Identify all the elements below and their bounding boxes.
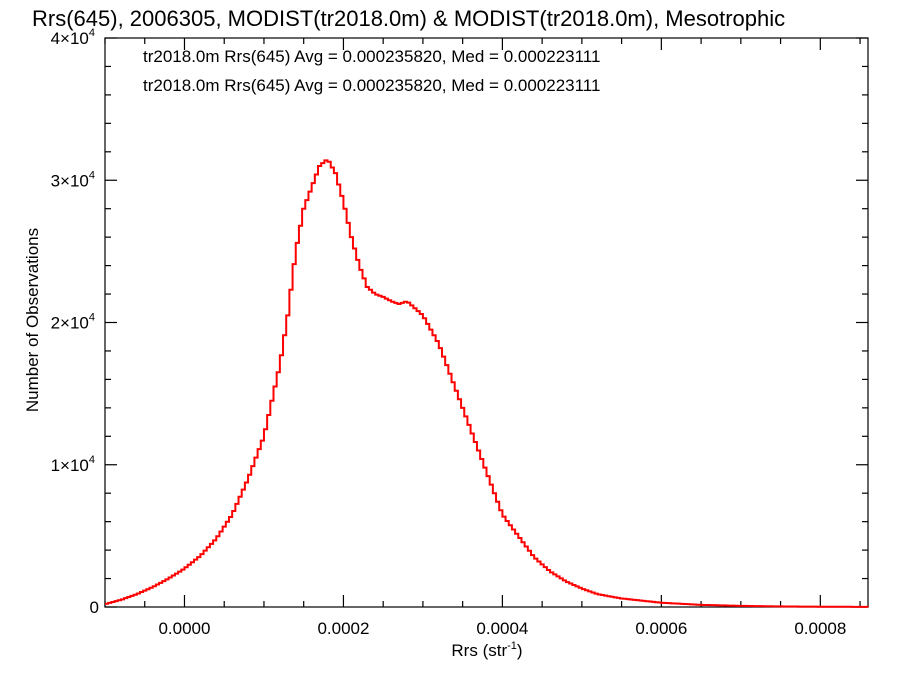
y-axis-label: Number of Observations xyxy=(23,228,42,412)
axis-ticks xyxy=(104,37,868,608)
x-tick-label: 0.0000 xyxy=(158,619,210,638)
legend-entry-black: tr2018.0m Rrs(645) Avg = 0.000235820, Me… xyxy=(143,47,600,66)
y-tick-exponent: 4 xyxy=(89,454,95,466)
chart-title: Rrs(645), 2006305, MODIST(tr2018.0m) & M… xyxy=(32,6,785,31)
x-tick-label: 0.0006 xyxy=(635,619,687,638)
y-tick-label: 4×104 xyxy=(51,27,95,48)
plot-area xyxy=(104,37,869,608)
y-tick-label: 0 xyxy=(90,598,99,617)
y-tick-label: 1×104 xyxy=(51,454,95,475)
histogram-series-line xyxy=(105,159,869,608)
y-tick-exponent: 4 xyxy=(89,169,95,181)
axis-tick-labels: 0.0000 0.0002 0.0004 0.0006 0.000801×1042×10… xyxy=(51,27,847,638)
x-axis-label-end: ) xyxy=(517,641,523,660)
y-tick-mantissa: 2×10 xyxy=(51,314,89,333)
y-tick-label: 2×104 xyxy=(51,312,95,333)
x-tick-label: 0.0004 xyxy=(476,619,528,638)
x-axis-label-text: Rrs (str xyxy=(451,641,507,660)
y-tick-exponent: 4 xyxy=(89,312,95,324)
y-tick-mantissa: 4×10 xyxy=(51,29,89,48)
y-tick-mantissa: 1×10 xyxy=(51,456,89,475)
x-tick-label: 0.0002 xyxy=(317,619,369,638)
y-tick-label: 3×104 xyxy=(51,169,95,190)
x-axis-label-superscript: -1 xyxy=(507,640,517,652)
y-tick-exponent: 4 xyxy=(89,27,95,39)
y-tick-mantissa: 3×10 xyxy=(51,171,89,190)
x-axis-label: Rrs (str-1) xyxy=(451,640,522,660)
legend-entry-red: tr2018.0m Rrs(645) Avg = 0.000235820, Me… xyxy=(143,76,600,95)
y-tick-mantissa: 0 xyxy=(90,598,99,617)
x-tick-label: 0.0008 xyxy=(794,619,846,638)
